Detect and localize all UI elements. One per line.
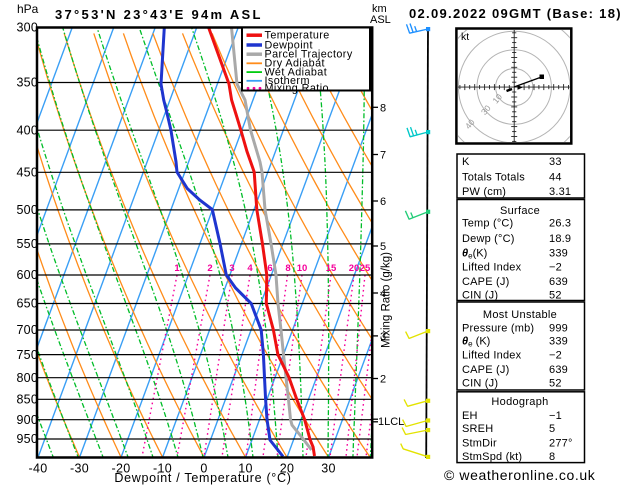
svg-text:-40: -40 [29,462,48,476]
svg-text:44: 44 [549,172,562,184]
svg-text:850: 850 [17,393,38,407]
svg-text:999: 999 [549,323,568,335]
svg-text:Parcel Trajectory: Parcel Trajectory [265,49,353,61]
svg-text:3: 3 [380,331,386,343]
svg-text:4: 4 [247,263,253,274]
svg-text:km: km [372,3,387,15]
svg-text:EH: EH [462,410,478,422]
svg-text:Temp (°C): Temp (°C) [462,217,513,229]
svg-text:Totals Totals: Totals Totals [462,172,525,184]
svg-text:8: 8 [549,451,555,463]
svg-text:800: 800 [17,371,38,385]
svg-text:650: 650 [17,297,38,311]
svg-text:CAPE (J): CAPE (J) [462,364,509,376]
svg-text:θe(K): θe(K) [462,247,487,260]
svg-text:15: 15 [326,263,337,274]
svg-text:18.9: 18.9 [549,233,571,245]
svg-text:02.09.2022 09GMT (Base: 18): 02.09.2022 09GMT (Base: 18) [409,6,622,21]
svg-text:PW (cm): PW (cm) [462,186,506,198]
svg-text:339: 339 [549,335,568,347]
svg-text:Surface: Surface [500,205,540,217]
svg-text:K: K [462,156,470,168]
svg-text:37°53'N 23°43'E 94m ASL: 37°53'N 23°43'E 94m ASL [55,7,263,22]
svg-text:3.31: 3.31 [549,186,571,198]
svg-text:hPa: hPa [17,2,39,16]
svg-text:5: 5 [549,423,555,435]
svg-text:0: 0 [200,462,207,476]
svg-text:500: 500 [17,203,38,217]
svg-text:-30: -30 [70,462,89,476]
svg-text:950: 950 [17,432,38,446]
svg-text:2: 2 [207,263,212,274]
svg-text:θe (K): θe (K) [462,335,490,348]
svg-text:−2: −2 [549,262,562,274]
svg-text:Lifted Index: Lifted Index [462,349,522,361]
svg-text:−2: −2 [549,349,562,361]
svg-text:© weatheronline.co.uk: © weatheronline.co.uk [444,467,596,483]
svg-text:Temperature: Temperature [265,30,330,42]
svg-text:33: 33 [549,156,562,168]
svg-text:8: 8 [285,263,290,274]
svg-text:6: 6 [380,196,386,208]
svg-text:639: 639 [549,276,568,288]
svg-text:ASL: ASL [370,14,391,26]
svg-text:Dewpoint / Temperature (°C): Dewpoint / Temperature (°C) [114,471,291,485]
svg-text:900: 900 [17,413,38,427]
svg-text:StmDir: StmDir [462,437,497,449]
svg-text:CAPE (J): CAPE (J) [462,276,509,288]
svg-text:400: 400 [17,123,38,137]
svg-text:20: 20 [349,263,360,274]
svg-text:600: 600 [17,268,38,282]
svg-text:1LCL: 1LCL [378,416,404,428]
svg-text:-20: -20 [112,462,131,476]
svg-text:5: 5 [380,241,386,253]
svg-text:Isotherm: Isotherm [265,75,310,87]
svg-text:7: 7 [380,150,386,162]
svg-text:25: 25 [360,263,371,274]
svg-text:3: 3 [229,263,234,274]
svg-text:639: 639 [549,364,568,376]
svg-text:Hodograph: Hodograph [491,396,548,408]
svg-text:4: 4 [380,288,386,300]
svg-text:kt: kt [461,31,469,43]
svg-text:20: 20 [280,462,295,476]
svg-text:1: 1 [174,263,180,274]
svg-text:8: 8 [380,102,386,114]
svg-text:StmSpd (kt): StmSpd (kt) [462,451,522,463]
svg-text:700: 700 [17,323,38,337]
svg-text:Lifted Index: Lifted Index [462,262,522,274]
svg-text:−1: −1 [549,410,562,422]
svg-text:350: 350 [17,76,38,90]
svg-text:52: 52 [549,377,562,389]
svg-text:450: 450 [17,166,38,180]
svg-text:Dewp (°C): Dewp (°C) [462,233,515,245]
svg-text:30: 30 [321,462,336,476]
svg-text:750: 750 [17,348,38,362]
svg-text:-10: -10 [153,462,172,476]
svg-text:6: 6 [267,263,272,274]
svg-text:Dry Adiabat: Dry Adiabat [265,58,325,70]
svg-text:10: 10 [238,462,253,476]
svg-text:26.3: 26.3 [549,217,571,229]
svg-text:SREH: SREH [462,423,493,435]
svg-text:Mixing Ratio (g/kg): Mixing Ratio (g/kg) [381,252,393,348]
svg-text:Wet Adiabat: Wet Adiabat [265,66,328,78]
svg-text:Pressure (mb): Pressure (mb) [462,323,534,335]
svg-text:2: 2 [380,374,386,386]
svg-text:10: 10 [297,263,308,274]
svg-text:550: 550 [17,237,38,251]
svg-text:CIN (J): CIN (J) [462,289,498,301]
svg-text:339: 339 [549,247,568,259]
svg-text:Dewpoint: Dewpoint [265,39,313,51]
svg-text:Most Unstable: Most Unstable [483,309,557,321]
svg-text:277°: 277° [549,437,573,449]
svg-text:CIN (J): CIN (J) [462,377,498,389]
svg-text:300: 300 [17,21,38,35]
svg-text:52: 52 [549,289,562,301]
svg-text:Mixing Ratio: Mixing Ratio [265,83,329,95]
